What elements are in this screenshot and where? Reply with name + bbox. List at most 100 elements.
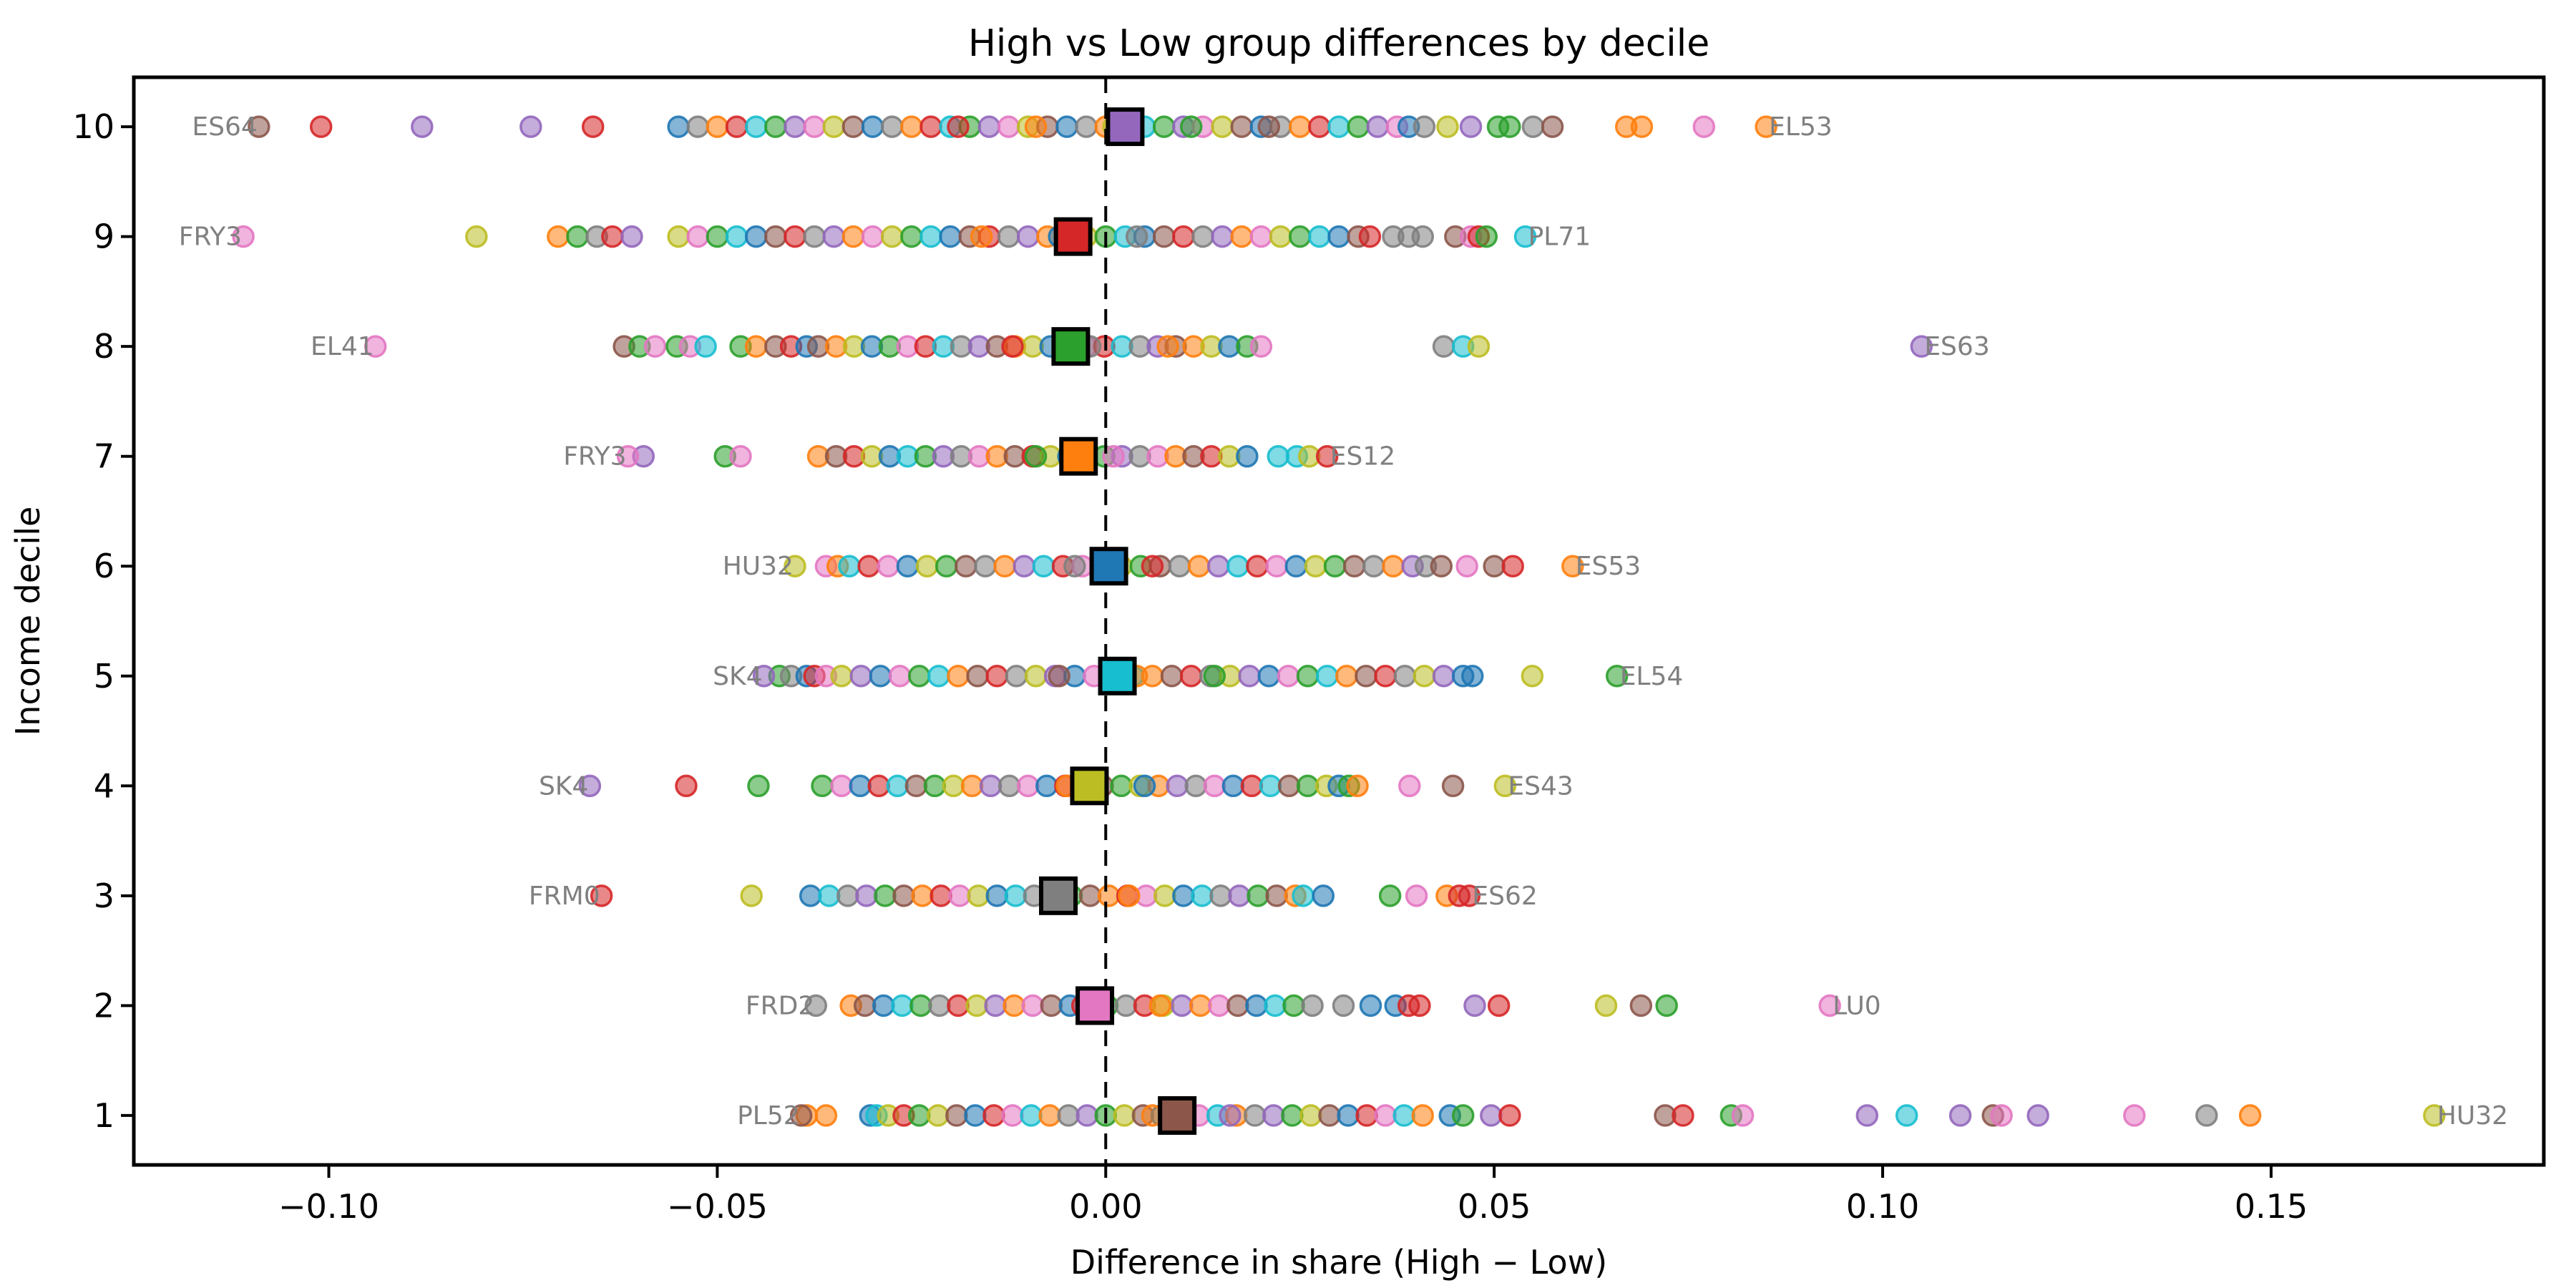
data-point bbox=[896, 555, 919, 577]
data-point bbox=[948, 884, 971, 907]
data-point bbox=[1288, 225, 1312, 248]
data-point bbox=[643, 335, 667, 358]
axis-title-x: Difference in share (High − Low) bbox=[1070, 1243, 1607, 1282]
data-point bbox=[1630, 115, 1654, 138]
data-point bbox=[1063, 555, 1086, 577]
data-point bbox=[945, 1104, 968, 1127]
outlier-max-label: EL53 bbox=[1769, 112, 1833, 142]
data-point bbox=[1430, 555, 1453, 577]
data-point bbox=[1308, 225, 1331, 248]
data-point bbox=[1013, 555, 1036, 577]
data-point bbox=[849, 665, 873, 688]
outlier-max-label: PL71 bbox=[1528, 223, 1591, 252]
data-point bbox=[1184, 774, 1207, 798]
data-point bbox=[1382, 555, 1405, 577]
data-point bbox=[869, 665, 892, 688]
data-point bbox=[764, 115, 787, 138]
data-point bbox=[744, 335, 768, 358]
outlier-min-label: FRM0 bbox=[529, 882, 600, 911]
data-point bbox=[880, 115, 904, 138]
data-point bbox=[838, 555, 861, 577]
data-point bbox=[1118, 884, 1141, 907]
data-point bbox=[1398, 774, 1421, 798]
data-point bbox=[993, 555, 1016, 577]
data-point bbox=[1521, 665, 1544, 688]
data-point bbox=[1001, 335, 1024, 358]
data-point bbox=[789, 1104, 813, 1127]
data-point bbox=[1282, 994, 1305, 1018]
data-point bbox=[947, 665, 970, 688]
data-point bbox=[1246, 555, 1269, 577]
outlier-max-label: ES63 bbox=[1924, 332, 1989, 361]
data-point bbox=[942, 774, 965, 798]
data-point bbox=[1910, 335, 1933, 358]
data-point bbox=[1411, 225, 1435, 248]
data-point bbox=[248, 115, 270, 138]
data-point bbox=[1374, 1104, 1397, 1127]
data-point bbox=[1359, 994, 1382, 1018]
data-point bbox=[1269, 225, 1292, 248]
data-point bbox=[1327, 225, 1350, 248]
data-point bbox=[1480, 1104, 1503, 1127]
data-point bbox=[1262, 1104, 1285, 1127]
data-point bbox=[919, 225, 942, 248]
data-point bbox=[1226, 555, 1249, 577]
axis-title-y: Income decile bbox=[9, 507, 47, 736]
data-point bbox=[1895, 1104, 1918, 1127]
data-point bbox=[1024, 444, 1048, 468]
data-point bbox=[1342, 555, 1366, 577]
data-point bbox=[1299, 1104, 1322, 1127]
data-point bbox=[1432, 335, 1455, 358]
data-point bbox=[1288, 115, 1312, 138]
data-point bbox=[1358, 225, 1382, 248]
data-point bbox=[947, 115, 970, 138]
data-point bbox=[966, 665, 989, 688]
data-point bbox=[1152, 115, 1176, 138]
x-tick-label: −0.10 bbox=[278, 1187, 379, 1226]
data-point bbox=[1264, 994, 1287, 1018]
data-point bbox=[1152, 225, 1176, 248]
data-point bbox=[1160, 665, 1184, 688]
data-point bbox=[1475, 225, 1498, 248]
data-point bbox=[867, 774, 890, 798]
data-point bbox=[1172, 225, 1195, 248]
data-point bbox=[1240, 774, 1264, 798]
data-point bbox=[1191, 884, 1214, 907]
x-tick-label: 0.10 bbox=[1846, 1187, 1919, 1226]
data-point bbox=[985, 884, 1009, 907]
data-point bbox=[853, 994, 877, 1018]
data-point bbox=[1179, 665, 1203, 688]
data-point bbox=[1267, 444, 1290, 468]
data-point bbox=[1355, 1104, 1378, 1127]
data-point bbox=[1156, 335, 1179, 358]
data-point bbox=[1493, 774, 1517, 798]
data-point bbox=[232, 225, 255, 248]
data-point bbox=[1246, 884, 1269, 907]
data-point bbox=[1040, 994, 1063, 1018]
data-point bbox=[566, 225, 589, 248]
chart-title: High vs Low group differences by decile bbox=[968, 22, 1709, 65]
data-point bbox=[706, 225, 729, 248]
x-tick-label: 0.15 bbox=[2235, 1187, 2308, 1226]
data-point bbox=[744, 225, 768, 248]
data-point bbox=[1411, 1104, 1435, 1127]
data-point bbox=[1187, 555, 1211, 577]
data-point bbox=[1114, 994, 1138, 1018]
data-point bbox=[1021, 994, 1044, 1018]
data-point bbox=[1097, 884, 1121, 907]
data-point bbox=[979, 774, 1002, 798]
outlier-min-label: HU32 bbox=[723, 552, 794, 581]
data-point bbox=[1191, 225, 1214, 248]
outlier-min-label: ES64 bbox=[192, 112, 257, 142]
data-point bbox=[686, 225, 710, 248]
data-point bbox=[1315, 665, 1339, 688]
data-point bbox=[857, 555, 880, 577]
data-point bbox=[970, 225, 993, 248]
data-point bbox=[804, 994, 828, 1018]
outlier-min-label: PL52 bbox=[737, 1101, 800, 1131]
data-point bbox=[1337, 1104, 1360, 1127]
data-point bbox=[1432, 665, 1455, 688]
data-point bbox=[1347, 115, 1370, 138]
outlier-max-label: ES43 bbox=[1508, 771, 1573, 801]
outlier-min-label: SK4 bbox=[713, 662, 762, 691]
